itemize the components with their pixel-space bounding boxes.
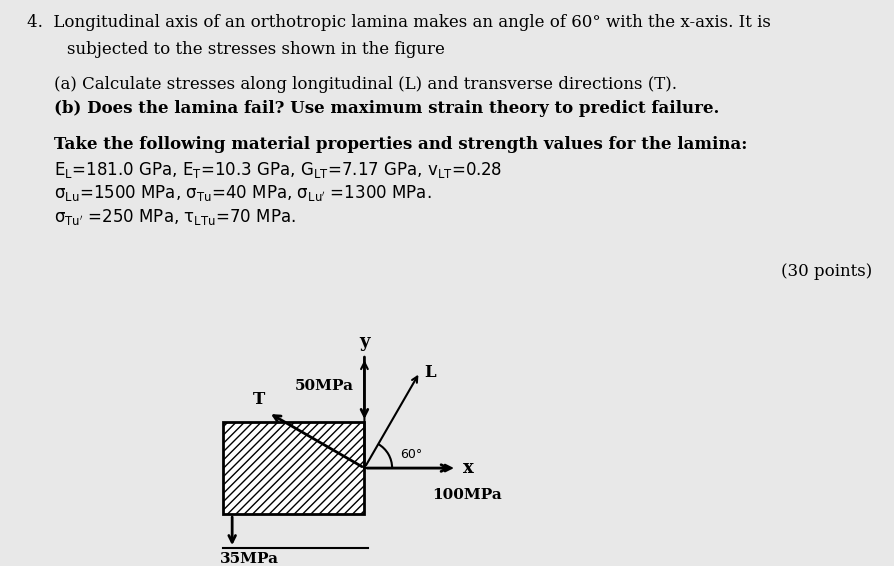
- Text: 35MPa: 35MPa: [220, 552, 279, 566]
- Text: (30 points): (30 points): [780, 263, 872, 280]
- Bar: [223, 422, 364, 514]
- Text: subjected to the stresses shown in the figure: subjected to the stresses shown in the f…: [67, 41, 444, 58]
- Text: T: T: [253, 391, 266, 408]
- Text: $\mathsf{\sigma_{Tu'}}$ =250 MPa, $\mathsf{\tau_{LTu}}$=70 MPa.: $\mathsf{\sigma_{Tu'}}$ =250 MPa, $\math…: [54, 207, 295, 227]
- Text: y: y: [358, 333, 369, 351]
- Text: $\mathsf{E_L}$=181.0 GPa, $\mathsf{E_T}$=10.3 GPa, $\mathsf{G_{LT}}$=7.17 GPa, $: $\mathsf{E_L}$=181.0 GPa, $\mathsf{E_T}$…: [54, 160, 502, 179]
- Text: x: x: [462, 459, 473, 477]
- Text: $\mathsf{\sigma_{Lu}}$=1500 MPa, $\mathsf{\sigma_{Tu}}$=40 MPa, $\mathsf{\sigma_: $\mathsf{\sigma_{Lu}}$=1500 MPa, $\maths…: [54, 183, 431, 203]
- Text: 4.  Longitudinal axis of an orthotropic lamina makes an angle of 60° with the x-: 4. Longitudinal axis of an orthotropic l…: [27, 14, 770, 31]
- Text: (b) Does the lamina fail? Use maximum strain theory to predict failure.: (b) Does the lamina fail? Use maximum st…: [54, 100, 718, 117]
- Text: 60°: 60°: [400, 448, 422, 461]
- Text: 100MPa: 100MPa: [432, 488, 502, 501]
- Text: (a) Calculate stresses along longitudinal (L) and transverse directions (T).: (a) Calculate stresses along longitudina…: [54, 76, 676, 93]
- Text: L: L: [424, 363, 435, 381]
- Text: 50MPa: 50MPa: [294, 379, 353, 393]
- Text: Take the following material properties and strength values for the lamina:: Take the following material properties a…: [54, 136, 746, 153]
